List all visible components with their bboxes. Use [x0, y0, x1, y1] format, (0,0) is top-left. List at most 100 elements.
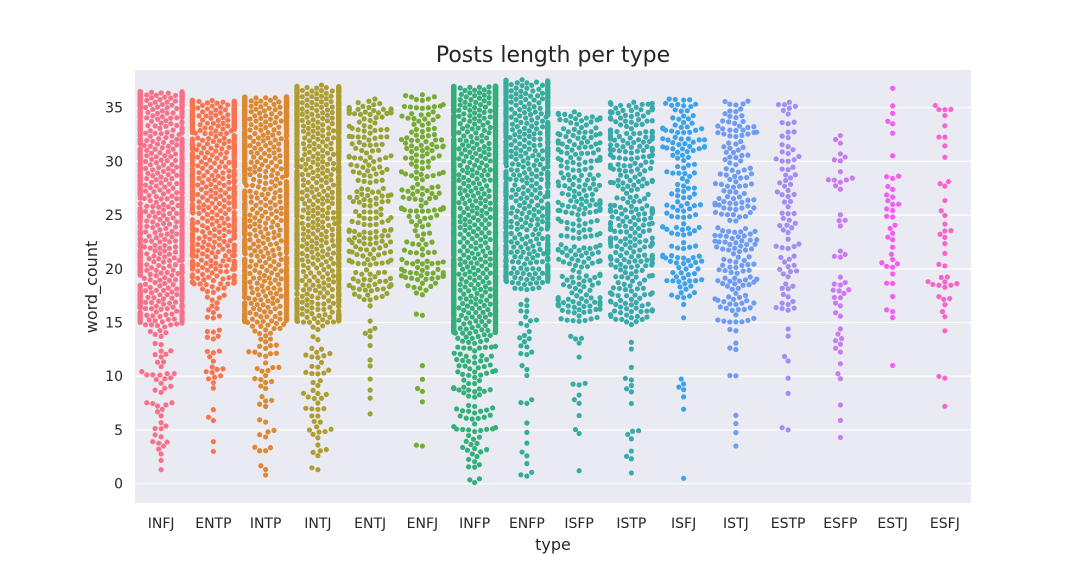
- data-point: [165, 270, 170, 275]
- data-point: [208, 165, 213, 170]
- data-point: [419, 197, 424, 202]
- data-point: [143, 188, 148, 193]
- data-point: [409, 156, 414, 161]
- data-point: [472, 278, 477, 283]
- data-point: [153, 332, 158, 337]
- data-point: [151, 295, 156, 300]
- data-point: [357, 119, 362, 124]
- data-point: [326, 368, 331, 373]
- data-point: [223, 190, 228, 195]
- data-point: [488, 302, 493, 307]
- data-point: [210, 98, 215, 103]
- data-point: [210, 270, 215, 275]
- data-point: [485, 307, 490, 312]
- data-point: [314, 86, 319, 91]
- data-point: [347, 124, 352, 129]
- data-point: [210, 297, 215, 302]
- data-point: [435, 184, 440, 189]
- data-point: [210, 201, 215, 206]
- data-point: [309, 294, 314, 299]
- data-point: [368, 262, 373, 267]
- data-point: [357, 287, 362, 292]
- data-point: [206, 242, 211, 247]
- data-point: [384, 291, 389, 296]
- data-point: [251, 241, 256, 246]
- data-point: [200, 265, 205, 270]
- data-point: [196, 113, 201, 118]
- data-point: [315, 337, 320, 342]
- data-point: [263, 294, 268, 299]
- data-point: [319, 184, 324, 189]
- data-point: [372, 136, 377, 141]
- data-point: [408, 250, 413, 255]
- data-point: [153, 131, 158, 136]
- data-point: [267, 153, 272, 158]
- data-point: [368, 277, 373, 282]
- data-point: [403, 156, 408, 161]
- data-point: [483, 234, 488, 239]
- data-point: [459, 313, 464, 318]
- data-point: [315, 211, 320, 216]
- data-point: [420, 98, 425, 103]
- data-point: [226, 186, 231, 191]
- data-point: [308, 165, 313, 170]
- data-point: [321, 353, 326, 358]
- data-point: [277, 304, 282, 309]
- data-point: [380, 178, 385, 183]
- data-point: [220, 276, 225, 281]
- data-point: [217, 236, 222, 241]
- data-point: [380, 193, 385, 198]
- data-point: [353, 270, 358, 275]
- data-point: [156, 210, 161, 215]
- data-point: [153, 214, 158, 219]
- data-point: [456, 305, 461, 310]
- data-point: [426, 222, 431, 227]
- data-point: [255, 287, 260, 292]
- data-point: [157, 217, 162, 222]
- data-point: [261, 234, 266, 239]
- data-point: [219, 146, 224, 151]
- data-point: [156, 299, 161, 304]
- data-point: [425, 259, 430, 264]
- data-point: [211, 278, 216, 283]
- data-point: [366, 99, 371, 104]
- data-point: [268, 309, 273, 314]
- data-point: [362, 123, 367, 128]
- data-point: [214, 212, 219, 217]
- data-point: [309, 190, 314, 195]
- data-point: [476, 268, 481, 273]
- data-point: [431, 156, 436, 161]
- data-point: [268, 242, 273, 247]
- data-point: [470, 251, 475, 256]
- data-point: [262, 108, 267, 113]
- data-point: [409, 130, 414, 135]
- data-point: [190, 136, 195, 141]
- data-point: [382, 250, 387, 255]
- data-point: [167, 239, 172, 244]
- data-point: [294, 297, 299, 302]
- data-point: [483, 289, 488, 294]
- data-point: [252, 248, 257, 253]
- data-point: [169, 234, 174, 239]
- data-point: [439, 137, 444, 142]
- data-point: [217, 223, 222, 228]
- data-point: [276, 147, 281, 152]
- data-point: [488, 256, 493, 261]
- data-point: [488, 250, 493, 255]
- data-point: [198, 128, 203, 133]
- data-point: [318, 448, 323, 453]
- data-point: [196, 99, 201, 104]
- data-point: [205, 294, 210, 299]
- data-point: [356, 127, 361, 132]
- data-point: [374, 215, 379, 220]
- data-point: [207, 158, 212, 163]
- data-point: [326, 298, 331, 303]
- data-point: [315, 307, 320, 312]
- data-point: [467, 320, 472, 325]
- data-point: [330, 105, 335, 110]
- data-point: [210, 370, 215, 375]
- data-point: [473, 296, 478, 301]
- data-point: [168, 348, 173, 353]
- data-point: [357, 170, 362, 175]
- data-point: [200, 229, 205, 234]
